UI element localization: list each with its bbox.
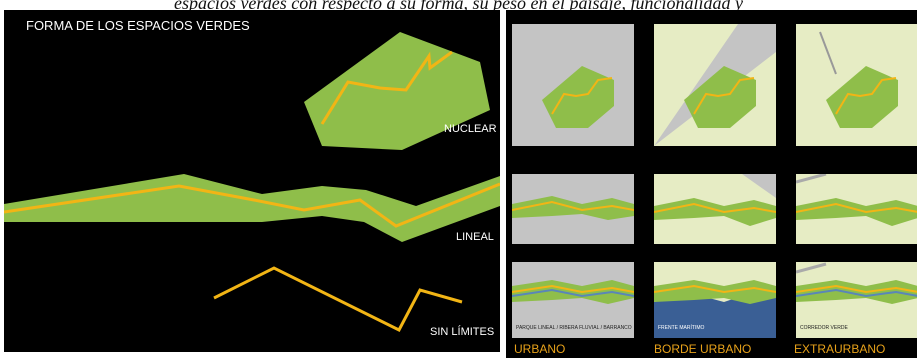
frente-maritimo-label: FRENTE MARÍTIMO <box>658 325 705 331</box>
thumb-extraurbano-nuclear <box>796 24 917 146</box>
column-label-borde-urbano: BORDE URBANO <box>654 342 752 356</box>
nuclear-green-area <box>304 32 490 150</box>
sin-limites-label: SIN LÍMITES <box>430 326 495 338</box>
thumb-urbano-parque: PARQUE LINEAL / RIBERA FLUVIAL / BARRANC… <box>512 262 634 338</box>
context-grid-panel: PARQUE LINEAL / RIBERA FLUVIAL / BARRANC… <box>506 10 917 358</box>
forms-diagram <box>4 32 500 332</box>
thumb-extraurbano-lineal <box>796 174 917 244</box>
thumb-urbano-nuclear <box>512 24 634 146</box>
lineal-green-band <box>4 174 500 242</box>
thumb-extraurbano-corredor: CORREDOR VERDE <box>796 262 917 338</box>
parque-lineal-label: PARQUE LINEAL / RIBERA FLUVIAL / BARRANC… <box>516 325 632 331</box>
nuclear-path-line <box>320 50 453 125</box>
column-label-urbano: URBANO <box>514 342 566 356</box>
thumb-borde-frente-maritimo: FRENTE MARÍTIMO <box>654 262 776 338</box>
nuclear-label: NUCLEAR <box>444 123 497 135</box>
forms-panel: FORMA DE LOS ESPACIOS VERDES NUCLEAR LIN… <box>4 10 500 352</box>
caption-text: espacios verdes con respecto a su forma,… <box>173 0 744 10</box>
thumb-borde-lineal <box>654 174 776 244</box>
sin-limites-path-line <box>213 266 463 332</box>
lineal-label: LINEAL <box>456 231 494 243</box>
thumb-urbano-lineal <box>512 174 634 244</box>
corredor-verde-label: CORREDOR VERDE <box>800 325 848 331</box>
panel-title: FORMA DE LOS ESPACIOS VERDES <box>26 18 250 33</box>
column-label-extraurbano: EXTRAURBANO <box>794 342 886 356</box>
lineal-path-line <box>4 182 500 228</box>
thumb-borde-nuclear <box>654 24 776 146</box>
